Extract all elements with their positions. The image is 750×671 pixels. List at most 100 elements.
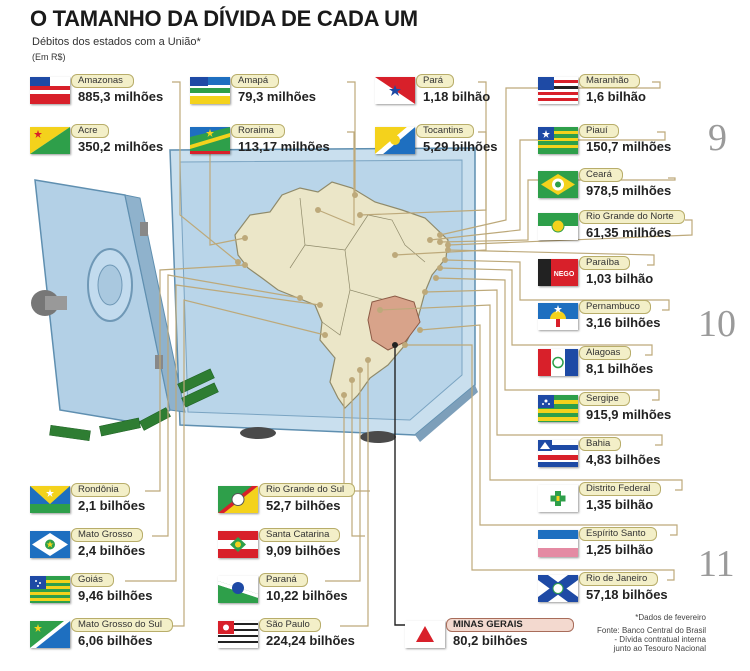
state-name: Rondônia [71,483,130,497]
state-value: 224,24 bilhões [266,633,355,648]
state-value: 6,06 bilhões [78,633,153,648]
state-card-maranhao: Maranhão 1,6 bilhão [538,74,738,106]
state-value: 915,9 milhões [586,407,672,422]
state-card-rn: Rio Grande do Norte 61,35 milhões [538,210,738,242]
flag-rondonia-icon [30,486,70,513]
state-value: 8,1 bilhões [586,361,654,376]
map-dots [235,192,451,398]
flag-tocantins-icon [375,127,415,154]
state-card-sp: São Paulo 224,24 bilhões [218,618,418,650]
state-card-sergipe: Sergipe 915,9 milhões [538,392,738,424]
state-name: Mato Grosso [71,528,144,542]
state-name: Espírito Santo [579,527,657,541]
flag-goias-icon [30,576,70,603]
state-value: 978,5 milhões [586,183,672,198]
state-name: Paraná [259,573,308,587]
state-name: Santa Catarina [259,528,341,542]
flag-mg-icon [405,621,445,648]
vault-handle-bar [45,296,67,310]
state-name: Amazonas [71,74,134,88]
state-card-amapa: Amapá 79,3 milhões [190,74,390,106]
state-card-amazonas: Amazonas 885,3 milhões [30,74,230,106]
state-card-acre: Acre 350,2 milhões [30,124,230,156]
state-card-pernambuco: Pernambuco 3,16 bilhões [538,300,738,332]
state-value: 2,4 bilhões [78,543,146,558]
state-name: Rio Grande do Sul [259,483,356,497]
state-value: 1,25 bilhão [586,542,654,557]
state-card-alagoas: Alagoas 8,1 bilhões [538,346,738,378]
state-card-ms: Mato Grosso do Sul 6,06 bilhões [30,618,230,650]
flag-acre-icon [30,127,70,154]
leader-lines [125,81,693,627]
flag-rs-icon [218,486,258,513]
state-name: Rio de Janeiro [579,572,659,586]
flag-para-icon [375,77,415,104]
state-card-mg: MINAS GERAIS 80,2 bilhões [405,618,605,650]
state-name: Goiás [71,573,114,587]
state-card-paraiba: NEGO Paraíba 1,03 bilhão [538,256,738,288]
state-card-mt: Mato Grosso 2,4 bilhões [30,528,230,560]
vault-hinge [140,222,148,236]
flag-roraima-icon [190,127,230,154]
flag-ceara-icon [538,171,578,198]
state-value: 1,35 bilhão [586,497,654,512]
state-card-piaui: Piauí 150,7 milhões [538,124,738,156]
page-number: 11 [698,543,735,585]
state-value: 2,1 bilhões [78,498,146,513]
state-name: Alagoas [579,346,632,360]
flag-piaui-icon [538,127,578,154]
paraiba-flag-text: NEGO [554,271,575,278]
state-value: 5,29 bilhões [423,139,498,154]
money-bundles [49,368,219,442]
flag-parana-icon [218,576,258,603]
state-card-rj: Rio de Janeiro 57,18 bilhões [538,572,738,604]
vault-foot [360,431,396,443]
vault-door-edge [124,194,186,413]
page-number: 10 [698,303,736,345]
state-value: 79,3 milhões [238,89,317,104]
flag-df-icon [538,485,578,512]
footnote-line: junto ao Tesouro Nacional [613,644,706,653]
unit-label: (Em R$) [32,52,66,62]
state-name: MINAS GERAIS [446,618,574,632]
state-value: 350,2 milhões [78,139,164,154]
flag-bahia-icon [538,440,578,467]
state-value: 150,7 milhões [586,139,672,154]
flag-mt-icon [30,531,70,558]
flag-alagoas-icon [538,349,578,376]
footnote-line: - Dívida contratual interna [614,635,706,644]
state-name: Pará [416,74,455,88]
state-card-parana: Paraná 10,22 bilhões [218,573,418,605]
footnote-line: *Dados de fevereiro [635,613,706,622]
state-card-roraima: Roraima 113,17 milhões [190,124,390,156]
page-title: O TAMANHO DA DÍVIDA DE CADA UM [30,6,418,31]
vault-hinge [155,355,163,369]
flag-sergipe-icon [538,395,578,422]
state-value: 10,22 bilhões [266,588,348,603]
state-card-df: Distrito Federal 1,35 bilhão [538,482,738,514]
flag-pernambuco-icon [538,303,578,330]
state-name: Paraíba [579,256,631,270]
flag-es-icon [538,530,578,557]
footnote-line: Fonte: Banco Central do Brasil [597,626,706,635]
state-value: 9,09 bilhões [266,543,341,558]
state-name: Sergipe [579,392,630,406]
state-name: Mato Grosso do Sul [71,618,173,632]
page-number: 9 [708,117,727,159]
state-name: Tocantins [416,124,475,138]
vault-side [415,385,478,442]
flag-amapa-icon [190,77,230,104]
state-card-para: Pará 1,18 bilhão [375,74,575,106]
state-value: 80,2 bilhões [453,633,528,648]
flag-paraiba-icon: NEGO [538,259,578,286]
subtitle: Débitos dos estados com a União* [32,36,201,48]
state-value: 57,18 bilhões [586,587,668,602]
state-name: Piauí [579,124,619,138]
state-borders [289,197,426,336]
flag-sc-icon [218,531,258,558]
state-name: Roraima [231,124,285,138]
state-card-rondonia: Rondônia 2,1 bilhões [30,483,230,515]
flag-rj-icon [538,575,578,602]
state-value: 4,83 bilhões [586,452,661,467]
vault-dial-inner [97,264,123,306]
